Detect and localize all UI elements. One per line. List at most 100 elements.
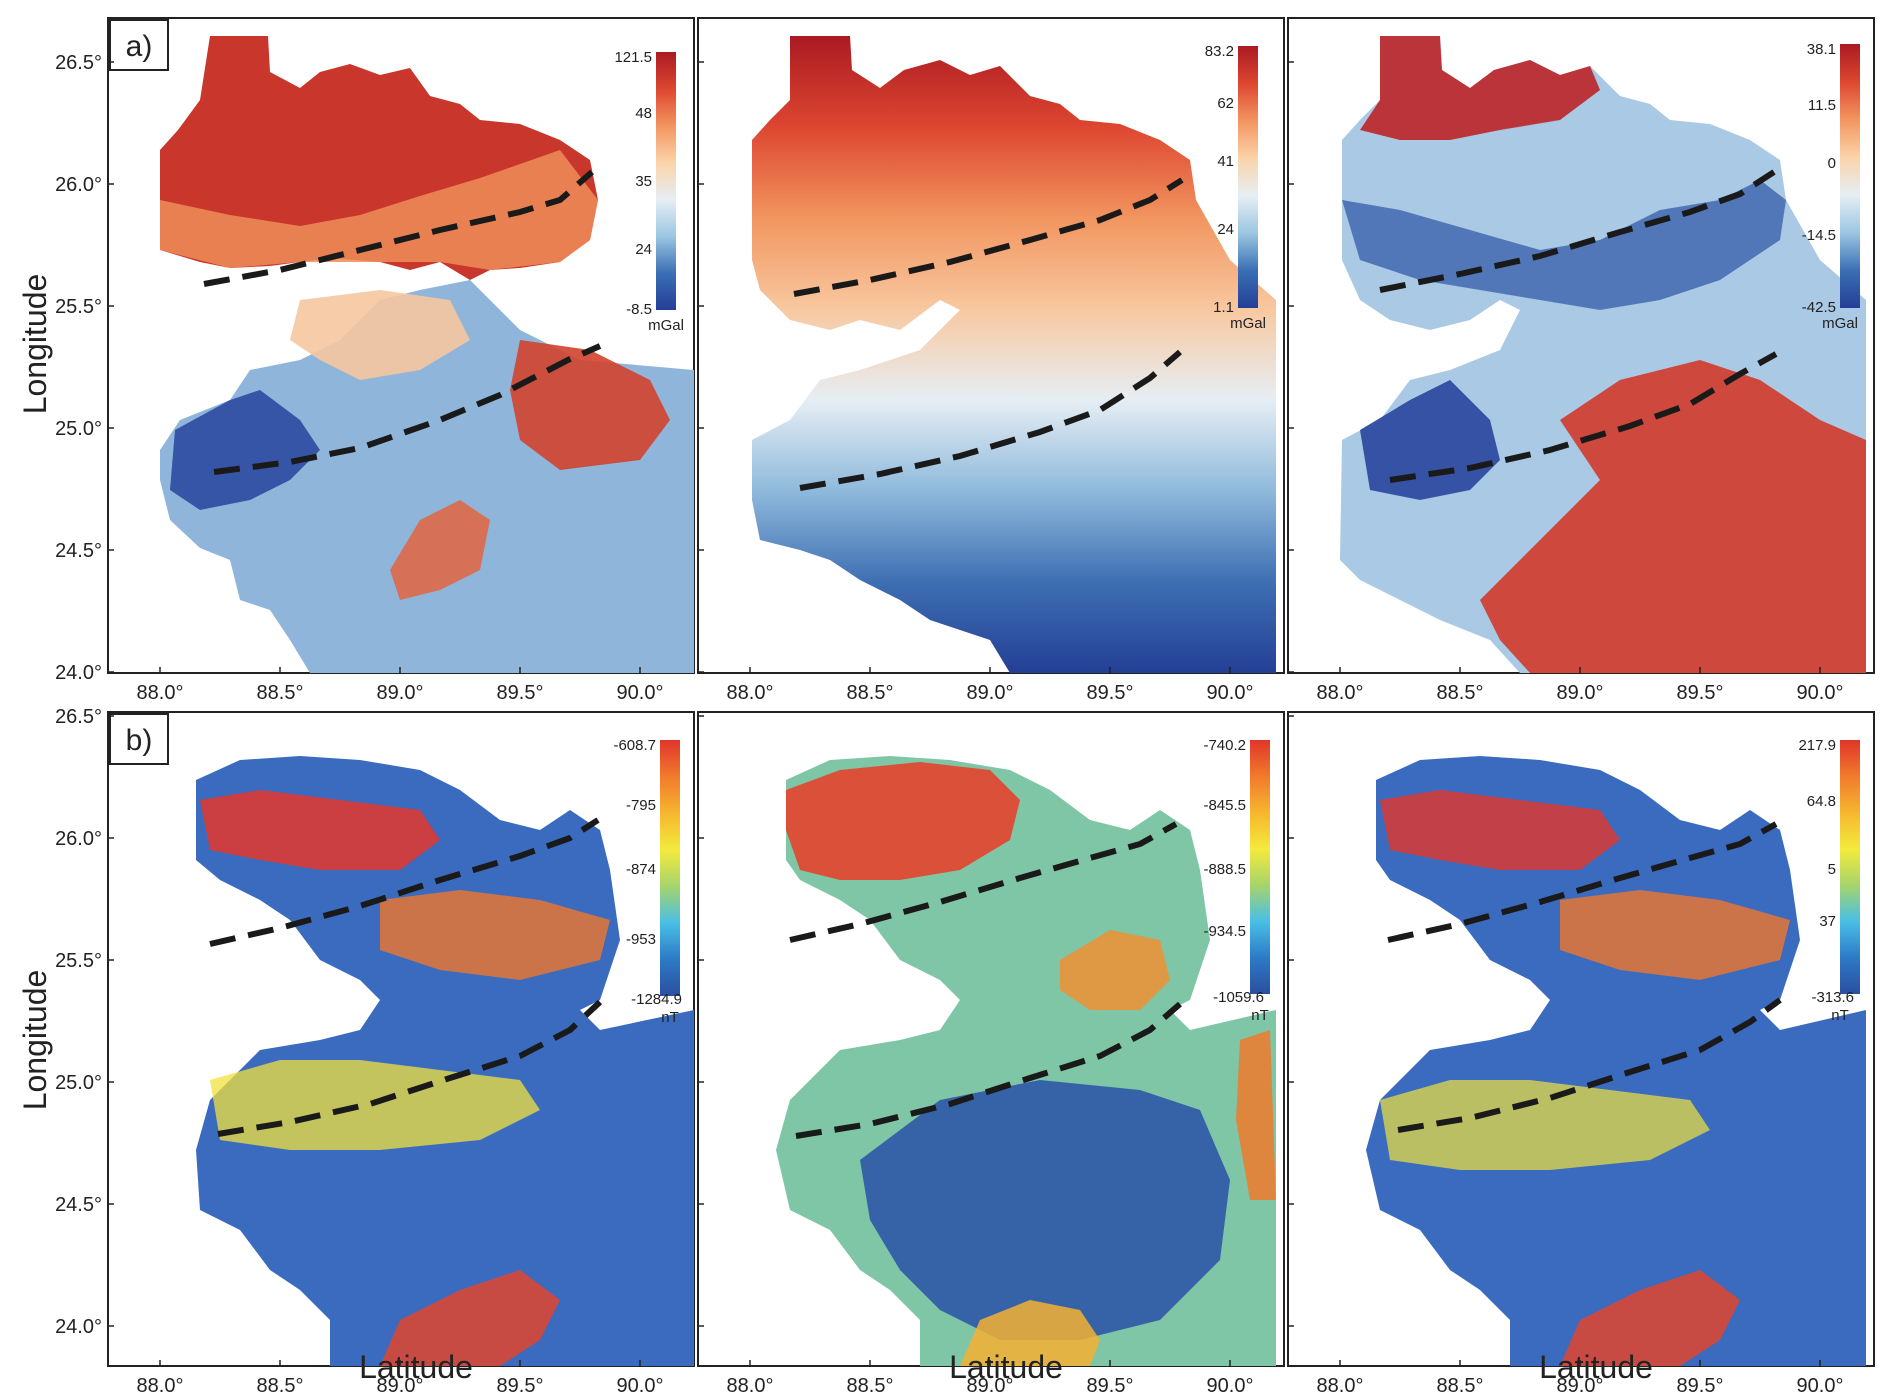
map-low-anomaly (1360, 380, 1500, 500)
x-tick-label: 89.5° (1677, 682, 1724, 704)
x-tick-label: 88.0° (727, 682, 774, 704)
fault-line (793, 177, 1184, 297)
map-high-anomaly-north (1360, 36, 1600, 140)
x-tick-label: 89.5° (497, 1375, 544, 1397)
colorbar-ramp (1250, 740, 1270, 994)
map-high-anomaly-south (1480, 360, 1866, 673)
panel-label: a) (126, 30, 153, 63)
colorbar-tick: 37 (1819, 913, 1836, 930)
colorbar: 83.2 62 41 24 1.1 mGal (1205, 43, 1266, 332)
fault-line (213, 343, 602, 475)
colorbar-min: -1284.9 (631, 991, 682, 1008)
fault-line (1379, 169, 1776, 293)
fault-line (1387, 821, 1778, 943)
colorbar-min: -8.5 (626, 301, 652, 318)
x-tick-label: 90.0° (617, 1375, 664, 1397)
colorbar-ramp (1840, 740, 1860, 994)
fault-line (217, 999, 603, 1137)
x-tick-label: 88.5° (1437, 1375, 1484, 1397)
colorbar-unit: nT (1831, 1007, 1849, 1024)
colorbar-max: 38.1 (1807, 41, 1836, 58)
x-tick-label: 88.0° (1317, 682, 1364, 704)
map-low-basin (860, 1080, 1230, 1340)
map-mid-cluster (1380, 1080, 1710, 1170)
map-warm-south (960, 1300, 1100, 1366)
panel-b3: 217.9 64.8 5 37 -313.6 nT (1287, 711, 1875, 1367)
fault-line (1389, 351, 1778, 483)
x-tick-label: 89.0° (1557, 1375, 1604, 1397)
x-tick-label: 88.5° (257, 682, 304, 704)
map-orange-lobe (1060, 930, 1170, 1010)
colorbar-tick: 24 (1217, 221, 1234, 238)
x-tick-label: 90.0° (1797, 1375, 1844, 1397)
fault-line (799, 349, 1182, 491)
colorbar-tick: 24 (635, 241, 652, 258)
map-transition (290, 290, 470, 380)
colorbar: 38.1 11.5 0 -14.5 -42.5 mGal (1802, 41, 1860, 332)
x-tick-label: 89.0° (1557, 682, 1604, 704)
colorbar-min: -1059.6 (1213, 989, 1264, 1006)
colorbar-unit: mGal (1822, 315, 1858, 332)
axes-layer: 26.5° 26.0° 25.5° 25.0° 24.5° 24.0° 88.0° 88.5°… (55, 52, 1843, 1397)
y-tick-label: 25.0° (55, 418, 102, 440)
fault-line (789, 821, 1178, 943)
colorbar-min: -42.5 (1802, 299, 1836, 316)
y-tick-label: 24.5° (55, 1194, 102, 1216)
x-axis-title: Latitude (359, 1349, 473, 1385)
colorbar-tick: 0 (1828, 155, 1836, 172)
map-high-cluster (200, 790, 440, 870)
x-tick-label: 90.0° (1797, 682, 1844, 704)
colorbar: -608.7 -795 -874 -953 -1284.9 nT (613, 737, 682, 1026)
fault-line (203, 169, 594, 287)
x-tick-label: 88.5° (847, 682, 894, 704)
colorbar-tick: -888.5 (1203, 861, 1246, 878)
colorbar-unit: mGal (1230, 315, 1266, 332)
colorbar-unit: nT (1251, 1007, 1269, 1024)
panel-label: b) (126, 724, 153, 757)
fault-line (209, 817, 600, 947)
colorbar-unit: mGal (648, 317, 684, 334)
colorbar-tick: 64.8 (1807, 793, 1836, 810)
colorbar-tick: -845.5 (1203, 797, 1246, 814)
map-region (752, 36, 1276, 673)
row-a: a) 121.5 48 35 24 -8.5 mGal 83.2 62 41 (107, 17, 1875, 674)
y-tick-label: 24.0° (55, 1316, 102, 1338)
colorbar-max: 121.5 (614, 49, 652, 66)
colorbar-min: -313.6 (1811, 989, 1854, 1006)
colorbar-max: -608.7 (613, 737, 656, 754)
y-tick-label: 24.0° (55, 662, 102, 684)
x-tick-label: 90.0° (617, 682, 664, 704)
y-tick-label: 26.0° (55, 174, 102, 196)
panel-label-box (109, 713, 169, 765)
colorbar-tick: 62 (1217, 95, 1234, 112)
colorbar-tick: 11.5 (1808, 97, 1836, 114)
map-high-anomaly-south (390, 500, 490, 600)
colorbar: -740.2 -845.5 -888.5 -934.5 -1059.6 nT (1203, 737, 1270, 1024)
colorbar-ramp (656, 52, 676, 310)
colorbar-max: 83.2 (1205, 43, 1234, 60)
panel-b1: b) -608.7 -795 -874 -953 -1284.9 nT (107, 711, 695, 1367)
x-tick-label: 90.0° (1207, 1375, 1254, 1397)
x-tick-label: 89.0° (377, 1375, 424, 1397)
colorbar-tick: -934.5 (1203, 923, 1246, 940)
y-tick-label: 25.5° (55, 296, 102, 318)
x-tick-label: 89.5° (1087, 1375, 1134, 1397)
x-tick-label: 89.0° (967, 1375, 1014, 1397)
x-tick-label: 89.0° (377, 682, 424, 704)
x-tick-label: 89.0° (967, 682, 1014, 704)
y-tick-label: 26.5° (55, 52, 102, 74)
colorbar: 121.5 48 35 24 -8.5 mGal (614, 49, 683, 334)
colorbar-tick: -795 (626, 797, 656, 814)
colorbar-max: -740.2 (1203, 737, 1246, 754)
map-high-south (1560, 1270, 1740, 1366)
panel-b2: -740.2 -845.5 -888.5 -934.5 -1059.6 nT (697, 711, 1285, 1367)
x-tick-label: 89.5° (1677, 1375, 1724, 1397)
map-low-anomaly (170, 390, 320, 510)
x-tick-label: 88.0° (727, 1375, 774, 1397)
x-tick-label: 88.5° (257, 1375, 304, 1397)
colorbar: 217.9 64.8 5 37 -313.6 nT (1798, 737, 1860, 1024)
map-warm-cluster (380, 890, 610, 980)
panel-a1: a) 121.5 48 35 24 -8.5 mGal (107, 17, 695, 674)
x-axis-title: Latitude (1539, 1349, 1653, 1385)
